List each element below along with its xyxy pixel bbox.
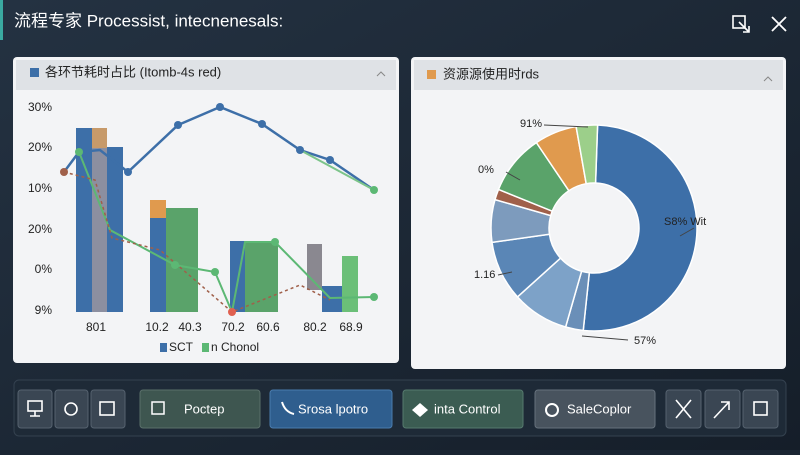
button-icon — [412, 403, 428, 417]
button-label: Poctep — [184, 401, 224, 416]
button-label: SaleCoplor — [567, 401, 632, 416]
y-label: 30% — [28, 100, 52, 114]
accent — [0, 0, 3, 40]
icon-button[interactable] — [742, 389, 779, 429]
x-label: 801 — [86, 320, 106, 334]
panel-title: 资源源使用时rds — [443, 66, 540, 81]
button-icon — [281, 401, 295, 415]
panel-header — [414, 60, 783, 90]
button-label: inta Control — [434, 401, 501, 416]
toolbar-button[interactable] — [534, 389, 656, 429]
legend-label: SCT — [169, 340, 194, 354]
collapse-button[interactable] — [763, 76, 773, 82]
window-title: 流程专家 Processist, intecnenesals: — [14, 11, 283, 30]
x-label: 60.6 — [256, 320, 280, 334]
donut-segment — [575, 124, 599, 185]
x-label: 40.3 — [178, 320, 202, 334]
y-label: 0% — [35, 262, 53, 276]
icon-button[interactable] — [54, 389, 89, 429]
legend-label: n Chonol — [211, 340, 259, 354]
y-label: 10% — [28, 181, 52, 195]
left-panel — [13, 57, 399, 363]
toolbar-button[interactable] — [269, 389, 393, 429]
close-button[interactable] — [771, 16, 787, 32]
right-panel — [411, 57, 786, 369]
leader-lines — [497, 124, 695, 341]
x-label: 10.2 — [145, 320, 169, 334]
donut-chart — [490, 124, 698, 332]
x-label: 80.2 — [303, 320, 327, 334]
panel-icon — [30, 68, 39, 77]
panel-header — [16, 60, 396, 90]
button-icon — [151, 401, 165, 415]
bar-chart — [60, 103, 378, 316]
donut-label: 1.16 — [474, 269, 495, 281]
icon-button[interactable] — [90, 389, 126, 429]
collapse-button[interactable] — [376, 71, 386, 77]
legend-swatch — [160, 343, 167, 352]
y-label: 9% — [35, 303, 53, 317]
toolbar-button[interactable] — [402, 389, 524, 429]
y-label: 20% — [28, 222, 52, 236]
button-label: Srosa lpotro — [298, 401, 368, 416]
donut-label: S8% Wit — [664, 216, 706, 228]
donut-label: 91% — [520, 118, 542, 130]
toolbar-button[interactable] — [139, 389, 261, 429]
x-label: 68.9 — [339, 320, 363, 334]
button-icon — [545, 403, 559, 417]
icon-button[interactable] — [17, 389, 53, 429]
toolbar-icons — [27, 399, 768, 419]
x-label: 70.2 — [221, 320, 245, 334]
donut-label: 0% — [478, 164, 494, 176]
panel-icon — [427, 70, 436, 79]
y-label: 20% — [28, 140, 52, 154]
legend-swatch — [202, 343, 209, 352]
panel-title: 各环节耗时占比 (Itomb-4s red) — [45, 64, 221, 79]
minimize-button[interactable] — [732, 15, 750, 33]
donut-segment — [582, 124, 698, 332]
donut-label: 57% — [634, 335, 656, 347]
